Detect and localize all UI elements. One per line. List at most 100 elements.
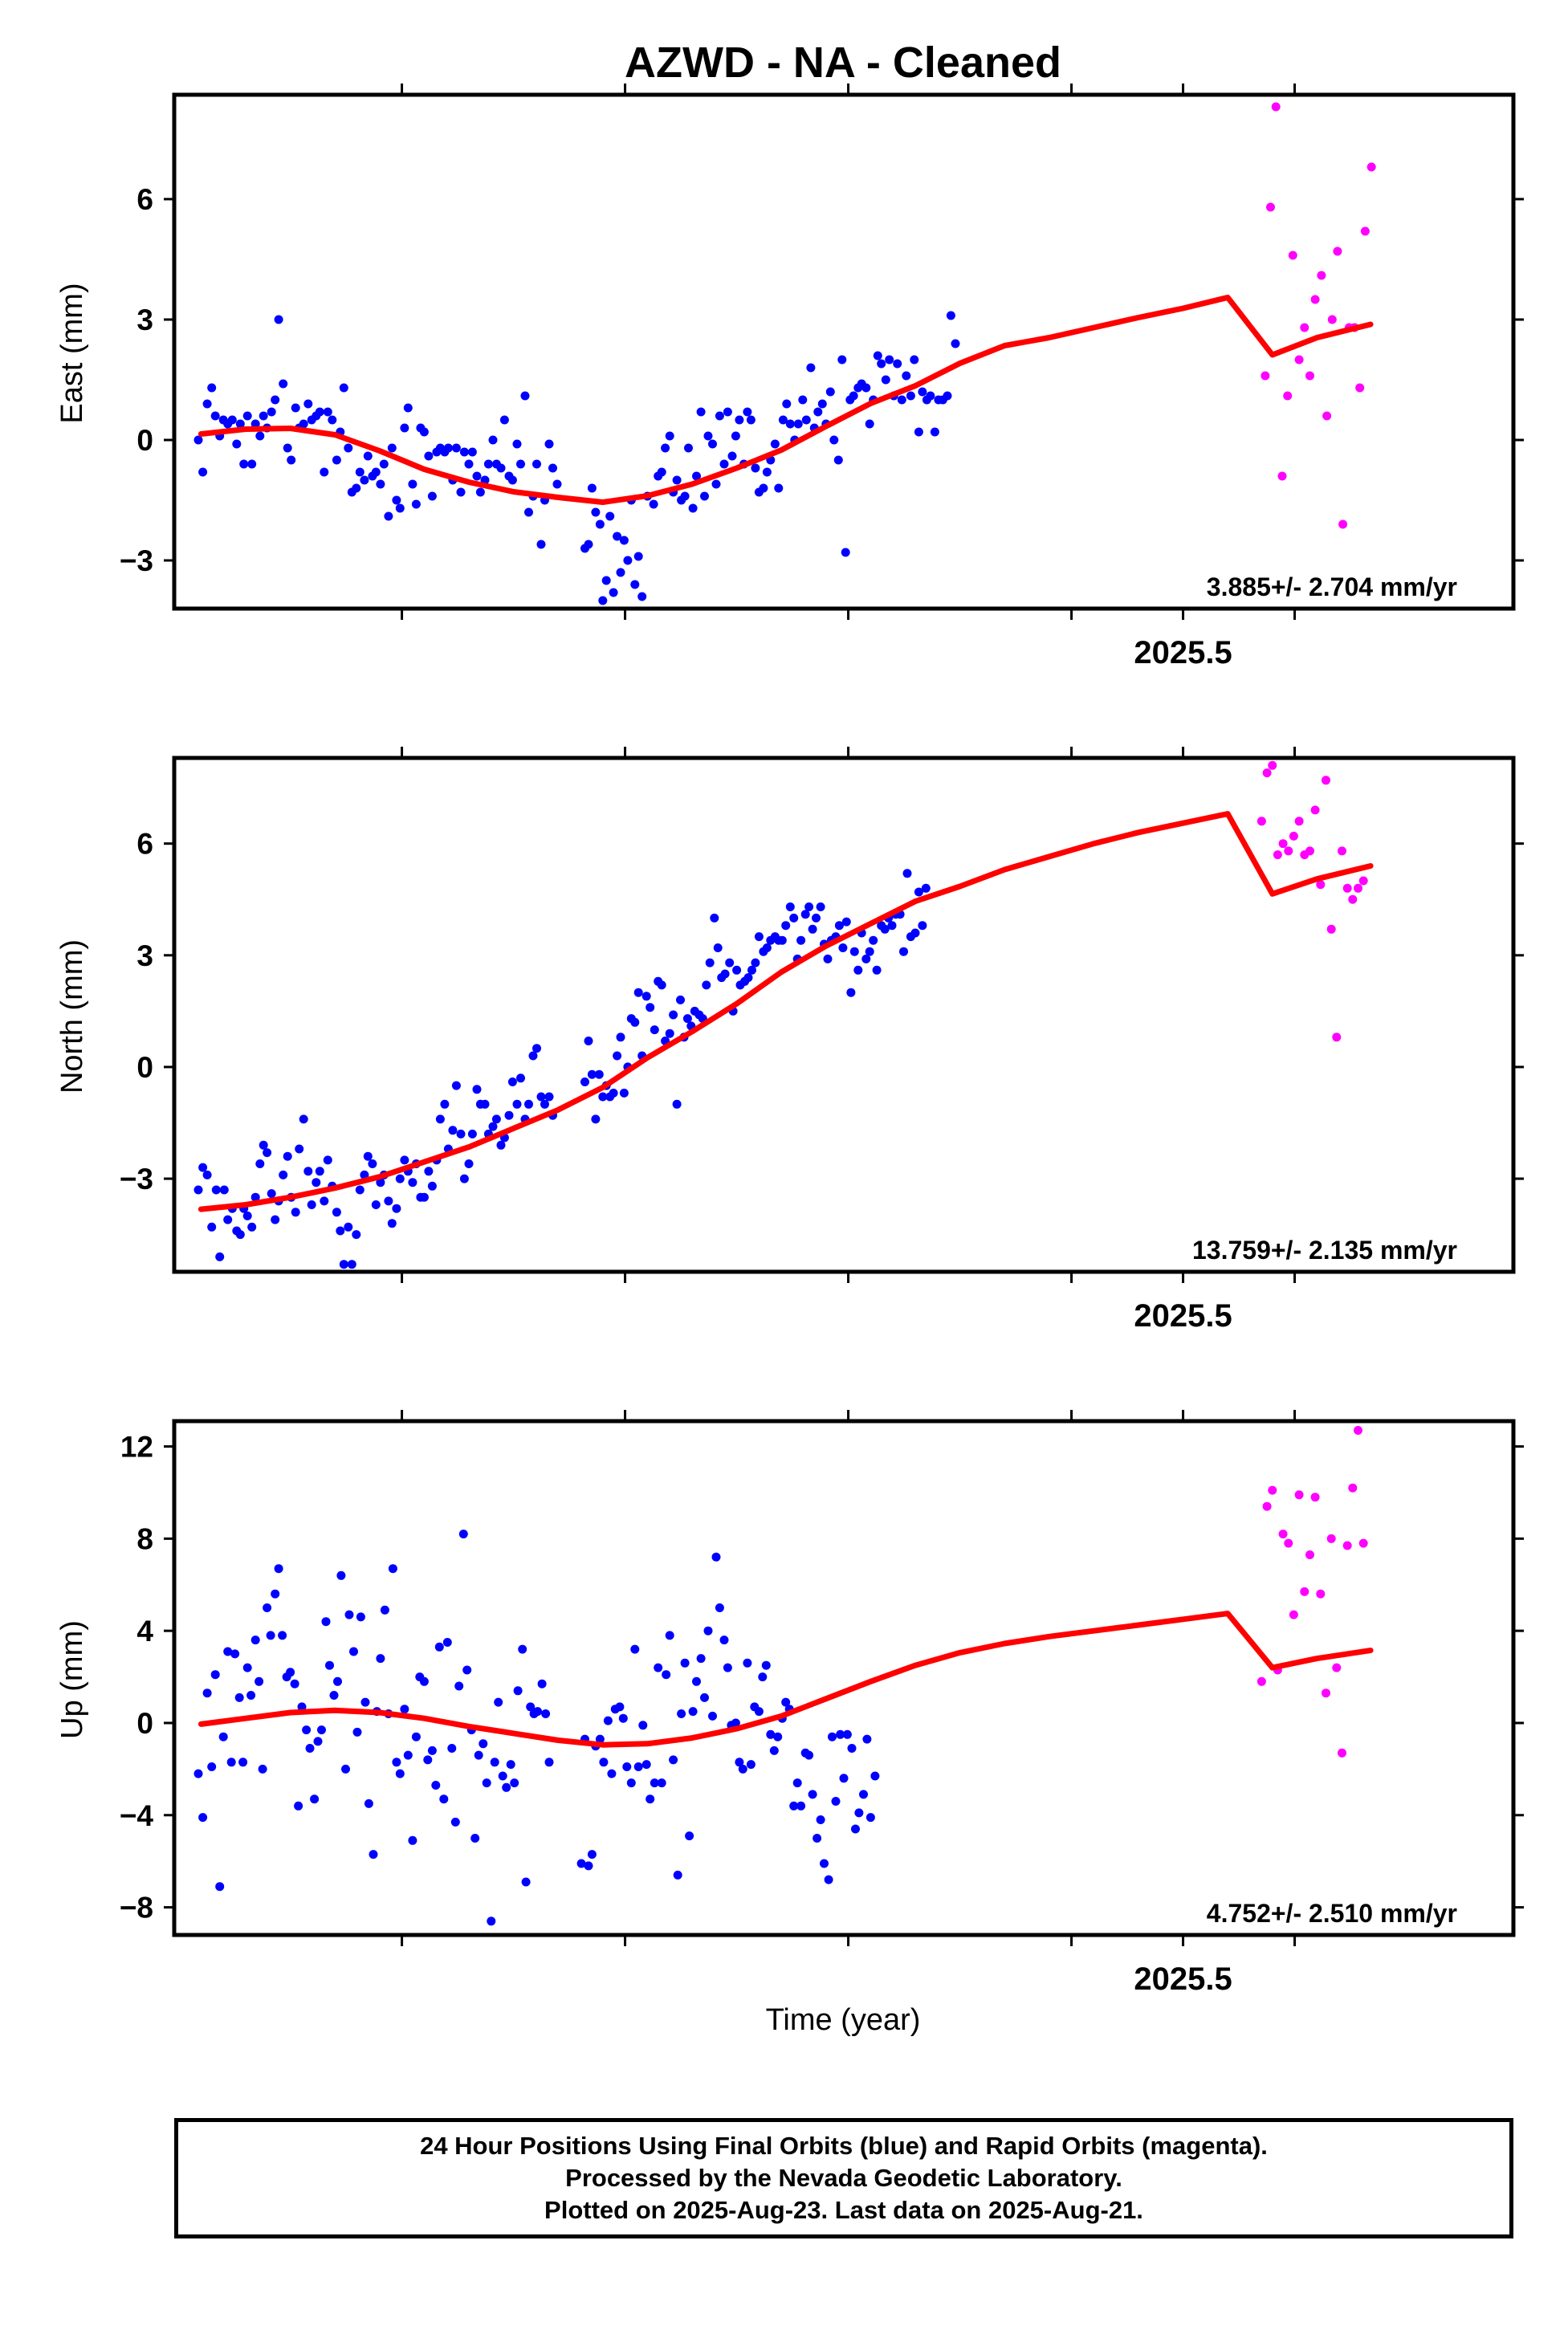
data-point-final-north-58 — [427, 1181, 437, 1191]
y-tick-label-north-6: 6 — [136, 828, 153, 861]
data-point-final-north-51 — [400, 1155, 409, 1165]
data-point-final-up-32 — [321, 1617, 331, 1627]
data-point-final-east-96 — [601, 576, 611, 585]
data-point-final-north-167 — [872, 965, 882, 975]
data-point-final-east-10 — [235, 419, 245, 429]
data-point-rapid-north-19 — [1358, 876, 1368, 886]
data-point-final-up-163 — [859, 1790, 868, 1799]
data-point-final-east-69 — [472, 471, 482, 481]
data-point-final-north-128 — [725, 958, 735, 967]
data-point-final-up-4 — [210, 1670, 220, 1680]
ylabel-north: North (mm) — [55, 939, 89, 1094]
data-point-final-east-23 — [287, 455, 296, 465]
data-point-final-up-149 — [804, 1750, 814, 1760]
data-point-rapid-up-19 — [1358, 1538, 1368, 1548]
data-point-final-east-50 — [395, 503, 405, 513]
data-point-final-up-8 — [226, 1758, 236, 1767]
data-point-final-up-44 — [369, 1850, 378, 1860]
data-point-final-east-40 — [355, 467, 365, 477]
data-point-final-up-165 — [865, 1813, 875, 1823]
data-point-final-east-49 — [392, 495, 401, 505]
data-point-final-east-13 — [247, 459, 257, 469]
data-point-final-up-17 — [263, 1603, 272, 1612]
data-point-final-north-157 — [834, 921, 844, 931]
data-point-final-east-125 — [715, 411, 724, 421]
data-point-final-east-130 — [735, 415, 744, 425]
data-point-rapid-up-5 — [1284, 1538, 1293, 1548]
data-point-final-up-1 — [198, 1813, 208, 1823]
data-point-final-up-146 — [792, 1778, 802, 1788]
data-point-final-north-6 — [219, 1185, 229, 1195]
y-tick-label-east-3: 3 — [136, 303, 153, 336]
data-point-final-north-179 — [918, 921, 927, 931]
data-point-final-north-65 — [456, 1129, 466, 1139]
data-point-rapid-north-6 — [1289, 831, 1298, 841]
data-point-final-east-133 — [746, 415, 755, 425]
data-point-final-up-77 — [498, 1771, 507, 1781]
data-point-final-up-93 — [587, 1850, 597, 1860]
data-point-final-east-52 — [403, 403, 413, 413]
data-point-final-up-34 — [329, 1691, 339, 1700]
data-point-final-up-61 — [434, 1642, 444, 1652]
data-point-final-up-158 — [839, 1774, 849, 1783]
data-point-final-east-19 — [271, 395, 280, 405]
data-point-final-up-124 — [708, 1711, 717, 1721]
data-point-final-east-1 — [198, 467, 208, 477]
data-point-rapid-up-14 — [1332, 1663, 1342, 1672]
data-point-final-east-87 — [544, 439, 554, 449]
data-point-final-up-120 — [692, 1676, 701, 1686]
data-point-final-east-73 — [488, 435, 498, 445]
data-point-final-up-114 — [669, 1755, 678, 1765]
data-point-final-north-30 — [315, 1167, 324, 1176]
data-point-final-up-136 — [754, 1707, 764, 1717]
data-point-final-north-67 — [464, 1159, 474, 1168]
data-point-rapid-north-13 — [1326, 924, 1336, 934]
data-point-final-north-127 — [720, 969, 730, 979]
data-point-final-north-161 — [849, 947, 859, 956]
fit-line-north — [198, 811, 1374, 1212]
data-point-final-north-144 — [785, 902, 795, 911]
data-point-final-east-33 — [328, 415, 337, 425]
data-point-final-up-82 — [518, 1644, 527, 1654]
y-tick-label-up--4: −4 — [120, 1799, 154, 1832]
data-point-final-east-78 — [507, 475, 517, 485]
data-point-final-east-4 — [210, 411, 220, 421]
data-point-final-north-154 — [823, 954, 833, 963]
data-point-final-east-22 — [283, 443, 292, 453]
data-point-final-east-110 — [657, 467, 666, 477]
data-point-final-east-93 — [591, 507, 601, 517]
data-point-final-up-31 — [317, 1725, 326, 1735]
data-point-final-north-41 — [360, 1170, 369, 1179]
data-point-final-east-102 — [623, 556, 633, 565]
data-point-final-up-108 — [646, 1794, 655, 1804]
data-point-final-north-178 — [914, 887, 923, 897]
data-point-final-east-9 — [232, 439, 242, 449]
data-point-final-up-28 — [305, 1744, 315, 1753]
data-point-final-north-125 — [713, 943, 723, 952]
data-point-final-north-150 — [808, 924, 817, 934]
data-point-rapid-up-15 — [1338, 1748, 1346, 1758]
data-point-final-up-80 — [510, 1778, 519, 1788]
panel-north: North (mm) 13.759+/- 2.135 mm/yr — [55, 939, 1457, 1265]
data-point-final-east-183 — [946, 311, 955, 320]
data-point-final-north-134 — [747, 965, 756, 975]
data-point-final-east-48 — [387, 443, 397, 453]
data-point-rapid-up-7 — [1294, 1490, 1304, 1500]
data-point-final-up-49 — [388, 1564, 397, 1574]
y-tick-label-up-12: 12 — [120, 1431, 153, 1464]
data-point-final-up-119 — [688, 1707, 698, 1717]
data-point-final-east-167 — [881, 375, 890, 385]
data-point-rapid-north-2 — [1268, 760, 1277, 770]
data-point-final-up-81 — [513, 1686, 523, 1696]
data-point-final-east-151 — [817, 399, 827, 409]
data-point-final-up-125 — [711, 1552, 721, 1562]
data-point-final-north-108 — [650, 1025, 659, 1035]
data-point-final-north-60 — [435, 1114, 445, 1124]
data-point-final-north-91 — [587, 1069, 597, 1079]
data-point-final-east-147 — [801, 415, 811, 425]
data-point-final-up-164 — [862, 1734, 872, 1744]
data-point-final-north-86 — [540, 1099, 549, 1109]
data-point-final-north-147 — [796, 935, 806, 945]
data-point-final-up-68 — [462, 1665, 472, 1675]
